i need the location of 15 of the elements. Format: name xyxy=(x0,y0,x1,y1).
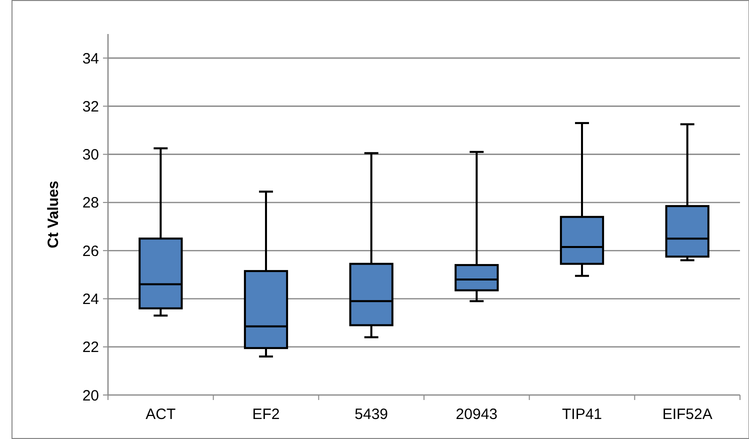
y-tick-label: 24 xyxy=(82,290,99,308)
y-axis-title: Ct Values xyxy=(45,180,62,248)
x-tick-label: EIF52A xyxy=(662,406,712,423)
y-tick-label: 28 xyxy=(82,194,99,212)
y-tick-label: 26 xyxy=(82,242,99,260)
y-tick-label: 20 xyxy=(82,387,99,404)
y-tick-label: 34 xyxy=(82,50,99,68)
y-tick-label: 22 xyxy=(82,339,99,356)
x-tick-label: 20943 xyxy=(456,406,498,423)
y-tick-label: 30 xyxy=(82,146,99,164)
x-tick-label: ACT xyxy=(146,406,176,423)
x-tick-label: TIP41 xyxy=(562,406,602,423)
x-tick-label: EF2 xyxy=(252,406,280,423)
y-tick-label: 32 xyxy=(82,98,99,116)
x-tick-label: 5439 xyxy=(354,406,388,423)
